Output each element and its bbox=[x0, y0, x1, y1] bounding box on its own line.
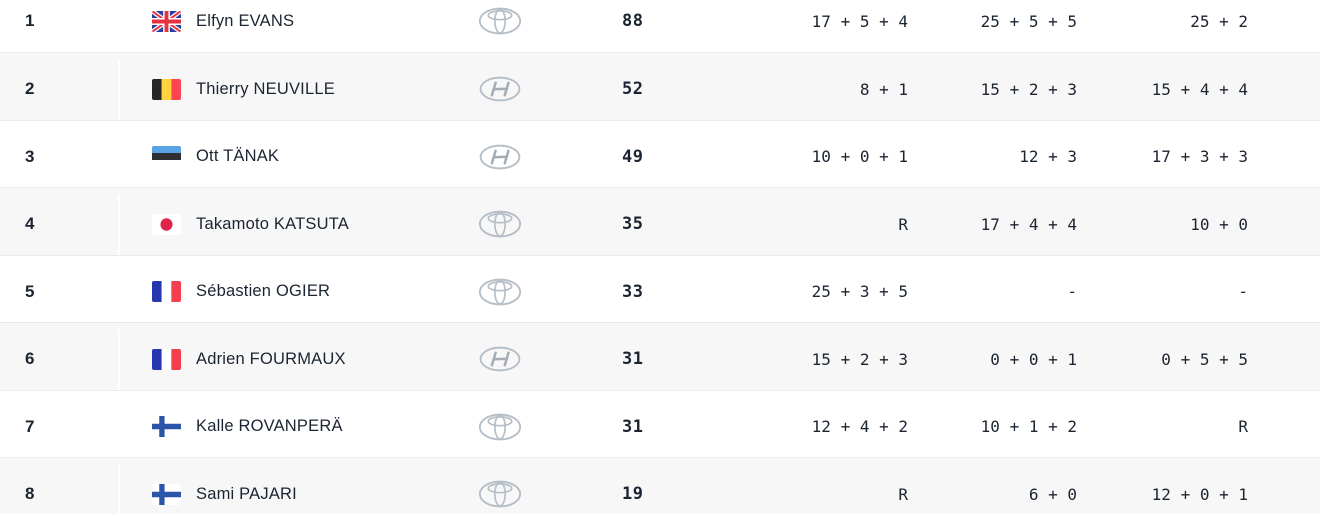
total-points: 88 bbox=[622, 11, 644, 32]
event-2-points: 25 + 5 + 5 bbox=[980, 11, 1077, 31]
position-number: 5 bbox=[0, 261, 120, 322]
event-2-points: 10 + 1 + 2 bbox=[980, 417, 1077, 437]
position-number: 1 bbox=[0, 0, 120, 52]
driver-cell: Kalle ROVANPERÄ bbox=[120, 416, 440, 438]
total-points: 19 bbox=[622, 484, 644, 505]
event-3-points: - bbox=[1238, 282, 1248, 302]
standings-row: 1 Elfyn EVANS 88 17 + 5 + 4 25 + 5 + 5 2… bbox=[0, 0, 1320, 52]
team-cell bbox=[440, 6, 560, 36]
hyundai-logo-icon bbox=[478, 344, 522, 374]
position-number: 7 bbox=[0, 396, 120, 457]
toyota-logo-icon bbox=[478, 6, 522, 36]
total-points: 52 bbox=[622, 79, 644, 100]
driver-cell: Takamoto KATSUTA bbox=[120, 213, 440, 235]
driver-cell: Ott TÄNAK bbox=[120, 146, 440, 168]
standings-row: 5 Sébastien OGIER 33 25 + 3 + 5 - - bbox=[0, 254, 1320, 322]
team-cell bbox=[440, 209, 560, 239]
position-number: 8 bbox=[0, 464, 120, 514]
standings-row: 6 Adrien FOURMAUX 31 15 + 2 + 3 0 + 0 + … bbox=[0, 322, 1320, 390]
team-cell bbox=[440, 142, 560, 172]
toyota-logo-icon bbox=[478, 277, 522, 307]
event-2-points: - bbox=[1067, 282, 1077, 302]
driver-cell: Adrien FOURMAUX bbox=[120, 348, 440, 370]
event-3-points: 25 + 2 bbox=[1190, 11, 1248, 31]
team-cell bbox=[440, 479, 560, 509]
toyota-logo-icon bbox=[478, 209, 522, 239]
event-3-points: 12 + 0 + 1 bbox=[1151, 484, 1248, 504]
fi-flag-icon bbox=[152, 483, 181, 505]
event-3-points: 10 + 0 bbox=[1190, 214, 1248, 234]
total-points: 33 bbox=[622, 281, 644, 302]
team-cell bbox=[440, 74, 560, 104]
event-2-points: 6 + 0 bbox=[1028, 484, 1077, 504]
total-points: 31 bbox=[622, 349, 644, 370]
driver-name: Thierry NEUVILLE bbox=[196, 79, 335, 98]
event-2-points: 15 + 2 + 3 bbox=[980, 79, 1077, 99]
team-cell bbox=[440, 412, 560, 442]
driver-name: Sébastien OGIER bbox=[196, 282, 331, 301]
event-1-points: 12 + 4 + 2 bbox=[811, 417, 908, 437]
event-1-points: 10 + 0 + 1 bbox=[811, 147, 908, 167]
event-1-points: 17 + 5 + 4 bbox=[811, 11, 908, 31]
position-number: 3 bbox=[0, 126, 120, 187]
event-1-points: 8 + 1 bbox=[859, 79, 908, 99]
standings-row: 2 Thierry NEUVILLE 52 8 + 1 15 + 2 + 3 1… bbox=[0, 52, 1320, 120]
fi-flag-icon bbox=[152, 416, 181, 438]
driver-name: Sami PAJARI bbox=[196, 484, 297, 503]
event-1-points: 15 + 2 + 3 bbox=[811, 349, 908, 369]
event-3-points: 17 + 3 + 3 bbox=[1151, 147, 1248, 167]
fr-flag-icon bbox=[152, 281, 181, 303]
toyota-logo-icon bbox=[478, 412, 522, 442]
event-3-points: 15 + 4 + 4 bbox=[1151, 79, 1248, 99]
gb-flag-icon bbox=[152, 10, 181, 32]
hyundai-logo-icon bbox=[478, 142, 522, 172]
event-3-points: 0 + 5 + 5 bbox=[1161, 349, 1248, 369]
driver-cell: Sami PAJARI bbox=[120, 483, 440, 505]
ee-flag-icon bbox=[152, 146, 181, 168]
position-number: 6 bbox=[0, 329, 120, 390]
total-points: 31 bbox=[622, 416, 644, 437]
event-2-points: 12 + 3 bbox=[1019, 147, 1077, 167]
fr-flag-icon bbox=[152, 348, 181, 370]
driver-name: Kalle ROVANPERÄ bbox=[196, 417, 343, 436]
position-number: 2 bbox=[0, 59, 120, 120]
driver-cell: Elfyn EVANS bbox=[120, 10, 440, 32]
event-2-points: 0 + 0 + 1 bbox=[990, 349, 1077, 369]
standings-row: 7 Kalle ROVANPERÄ 31 12 + 4 + 2 10 + 1 +… bbox=[0, 389, 1320, 457]
hyundai-logo-icon bbox=[478, 74, 522, 104]
driver-name: Takamoto KATSUTA bbox=[196, 214, 349, 233]
toyota-logo-icon bbox=[478, 479, 522, 509]
standings-row: 4 Takamoto KATSUTA 35 R 17 + 4 + 4 10 + … bbox=[0, 187, 1320, 255]
driver-cell: Thierry NEUVILLE bbox=[120, 78, 440, 100]
event-2-points: 17 + 4 + 4 bbox=[980, 214, 1077, 234]
event-1-points: 25 + 3 + 5 bbox=[811, 282, 908, 302]
standings-row: 8 Sami PAJARI 19 R 6 + 0 12 + 0 + 1 bbox=[0, 457, 1320, 514]
driver-name: Elfyn EVANS bbox=[196, 11, 295, 30]
event-1-points: R bbox=[898, 484, 908, 504]
driver-name: Adrien FOURMAUX bbox=[196, 349, 346, 368]
total-points: 35 bbox=[622, 214, 644, 235]
driver-name: Ott TÄNAK bbox=[196, 147, 280, 166]
event-3-points: R bbox=[1238, 417, 1248, 437]
driver-cell: Sébastien OGIER bbox=[120, 281, 440, 303]
jp-flag-icon bbox=[152, 213, 181, 235]
event-1-points: R bbox=[898, 214, 908, 234]
total-points: 49 bbox=[622, 146, 644, 167]
team-cell bbox=[440, 344, 560, 374]
position-number: 4 bbox=[0, 194, 120, 255]
team-cell bbox=[440, 277, 560, 307]
standings-row: 3 Ott TÄNAK 49 10 + 0 + 1 12 + 3 17 + 3 … bbox=[0, 119, 1320, 187]
be-flag-icon bbox=[152, 78, 181, 100]
